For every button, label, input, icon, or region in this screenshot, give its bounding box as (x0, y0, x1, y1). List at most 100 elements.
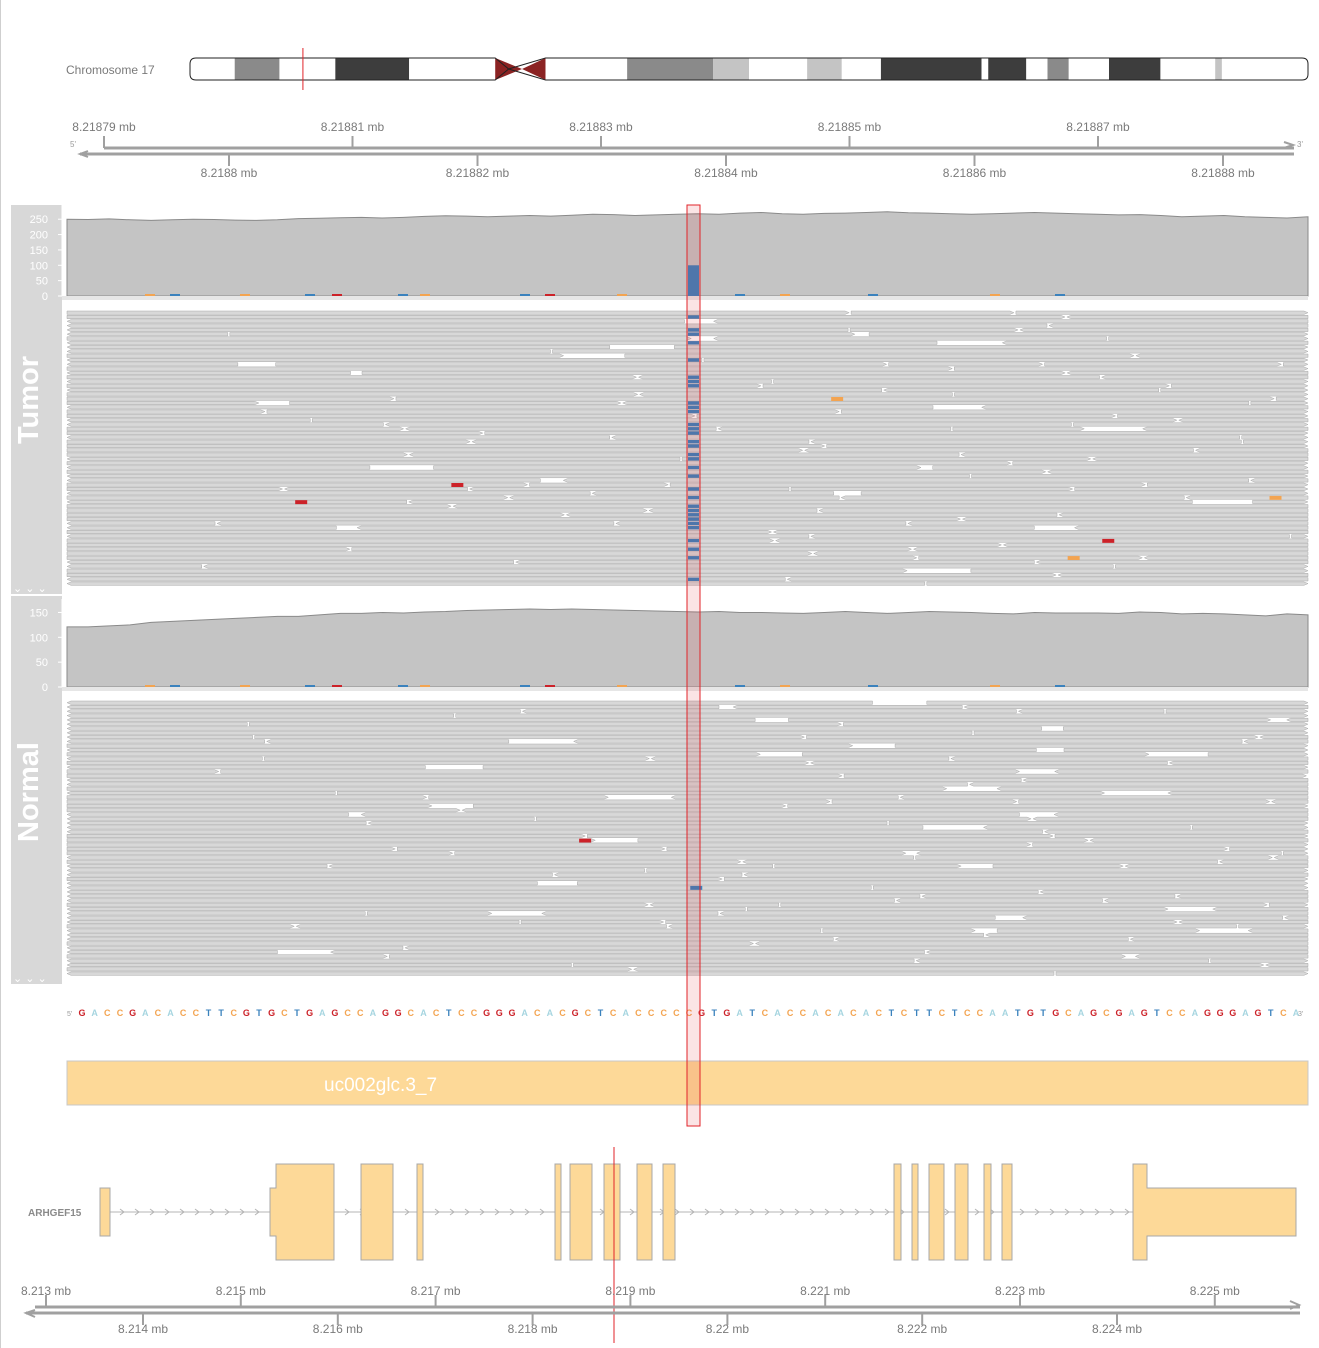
aligned-read[interactable] (473, 803, 787, 808)
aligned-read[interactable] (66, 864, 328, 869)
aligned-read[interactable] (408, 499, 1193, 504)
aligned-read[interactable] (1250, 401, 1309, 405)
aligned-read[interactable] (1291, 534, 1309, 539)
aligned-read[interactable] (66, 816, 535, 821)
aligned-read[interactable] (1283, 362, 1309, 367)
aligned-read[interactable] (1054, 769, 1309, 774)
gene-exon[interactable] (1001, 1163, 1013, 1261)
aligned-read[interactable] (66, 409, 266, 414)
aligned-read[interactable] (850, 310, 1015, 315)
aligned-read[interactable] (66, 799, 831, 804)
aligned-read[interactable] (66, 358, 703, 362)
tumor-track[interactable]: Tumor ⌄ ⌄ ⌄ 250 200 150 100 50 0 (11, 204, 1309, 595)
aligned-read[interactable] (804, 448, 1194, 453)
aligned-read[interactable] (66, 469, 1047, 474)
aligned-read[interactable] (66, 315, 1066, 319)
aligned-read[interactable] (66, 452, 409, 457)
aligned-read[interactable] (336, 791, 1106, 795)
aligned-read[interactable] (1002, 542, 1309, 547)
aligned-read[interactable] (1284, 915, 1309, 920)
aligned-read[interactable] (216, 521, 615, 526)
aligned-read[interactable] (66, 392, 639, 397)
aligned-read[interactable] (899, 795, 1309, 800)
gene-exon[interactable] (99, 1187, 111, 1237)
aligned-read[interactable] (723, 877, 1309, 881)
aligned-read[interactable] (788, 717, 1272, 722)
aligned-read[interactable] (772, 530, 1309, 534)
aligned-read[interactable] (921, 894, 1176, 899)
aligned-read[interactable] (66, 932, 984, 937)
aligned-read[interactable] (66, 422, 384, 427)
aligned-read[interactable] (573, 963, 1265, 967)
aligned-read[interactable] (66, 705, 720, 709)
aligned-read[interactable] (670, 795, 899, 800)
aligned-read[interactable] (926, 581, 1309, 586)
aligned-read[interactable] (787, 803, 1309, 808)
aligned-read[interactable] (703, 358, 1309, 362)
aligned-read[interactable] (868, 332, 1309, 337)
aligned-read[interactable] (66, 700, 873, 705)
gene-exon[interactable] (603, 1163, 621, 1261)
aligned-read[interactable] (66, 924, 295, 929)
aligned-read[interactable] (66, 842, 1032, 847)
aligned-read[interactable] (849, 327, 1019, 332)
gene-last-exon[interactable] (1132, 1163, 1297, 1261)
aligned-read[interactable] (384, 422, 1072, 427)
aligned-read[interactable] (66, 885, 872, 890)
aligned-read[interactable] (562, 478, 1249, 483)
aligned-read[interactable] (536, 816, 1032, 821)
aligned-read[interactable] (66, 945, 404, 950)
aligned-read[interactable] (696, 413, 1117, 418)
tumor-read-pileup[interactable] (66, 310, 1309, 586)
aligned-read[interactable] (66, 332, 229, 337)
aligned-read[interactable] (587, 834, 1054, 838)
aligned-read[interactable] (66, 739, 265, 744)
aligned-read[interactable] (1275, 396, 1309, 401)
aligned-read[interactable] (66, 967, 633, 972)
normal-expand-chevrons-icon[interactable]: ⌄ ⌄ ⌄ (13, 973, 47, 985)
aligned-read[interactable] (840, 495, 1185, 500)
aligned-read[interactable] (66, 388, 882, 393)
aligned-read[interactable] (831, 799, 1018, 804)
aligned-read[interactable] (266, 409, 840, 414)
aligned-read[interactable] (1063, 748, 1309, 752)
aligned-read[interactable] (1252, 499, 1309, 504)
aligned-read[interactable] (229, 332, 856, 337)
aligned-read[interactable] (220, 769, 1021, 774)
aligned-read[interactable] (66, 456, 681, 461)
aligned-read[interactable] (1134, 954, 1309, 959)
top-genome-axis[interactable]: 5' 3' 8.21879 mb 8.21881 mb 8.21883 mb 8.21… (70, 120, 1303, 180)
aligned-read[interactable] (1019, 327, 1309, 332)
aligned-read[interactable] (408, 452, 960, 457)
aligned-read[interactable] (992, 864, 1124, 869)
aligned-read[interactable] (1039, 889, 1309, 894)
aligned-read[interactable] (1143, 555, 1309, 560)
gene-exon[interactable] (662, 1163, 676, 1261)
normal-read-pileup[interactable] (66, 700, 1309, 976)
aligned-read[interactable] (1165, 709, 1309, 714)
gene-exon[interactable] (554, 1163, 562, 1261)
gene-exon[interactable] (911, 1163, 919, 1261)
aligned-read[interactable] (433, 465, 922, 470)
aligned-read[interactable] (264, 756, 650, 761)
aligned-read[interactable] (66, 859, 742, 864)
aligned-read[interactable] (66, 568, 908, 573)
aligned-read[interactable] (66, 370, 351, 375)
aligned-read[interactable] (1176, 894, 1309, 899)
aligned-read[interactable] (813, 551, 1309, 556)
aligned-read[interactable] (822, 928, 976, 933)
aligned-read[interactable] (552, 349, 1309, 354)
aligned-read[interactable] (454, 851, 907, 856)
aligned-read[interactable] (66, 963, 572, 967)
aligned-read[interactable] (66, 495, 509, 500)
aligned-read[interactable] (66, 950, 278, 955)
aligned-read[interactable] (328, 864, 773, 869)
aligned-read[interactable] (520, 920, 665, 924)
aligned-read[interactable] (66, 907, 746, 912)
aligned-read[interactable] (66, 752, 761, 757)
aligned-read[interactable] (907, 521, 1309, 526)
aligned-read[interactable] (667, 924, 1237, 929)
aligned-read[interactable] (954, 366, 1309, 371)
aligned-read[interactable] (66, 508, 648, 513)
aligned-read[interactable] (1238, 924, 1309, 929)
